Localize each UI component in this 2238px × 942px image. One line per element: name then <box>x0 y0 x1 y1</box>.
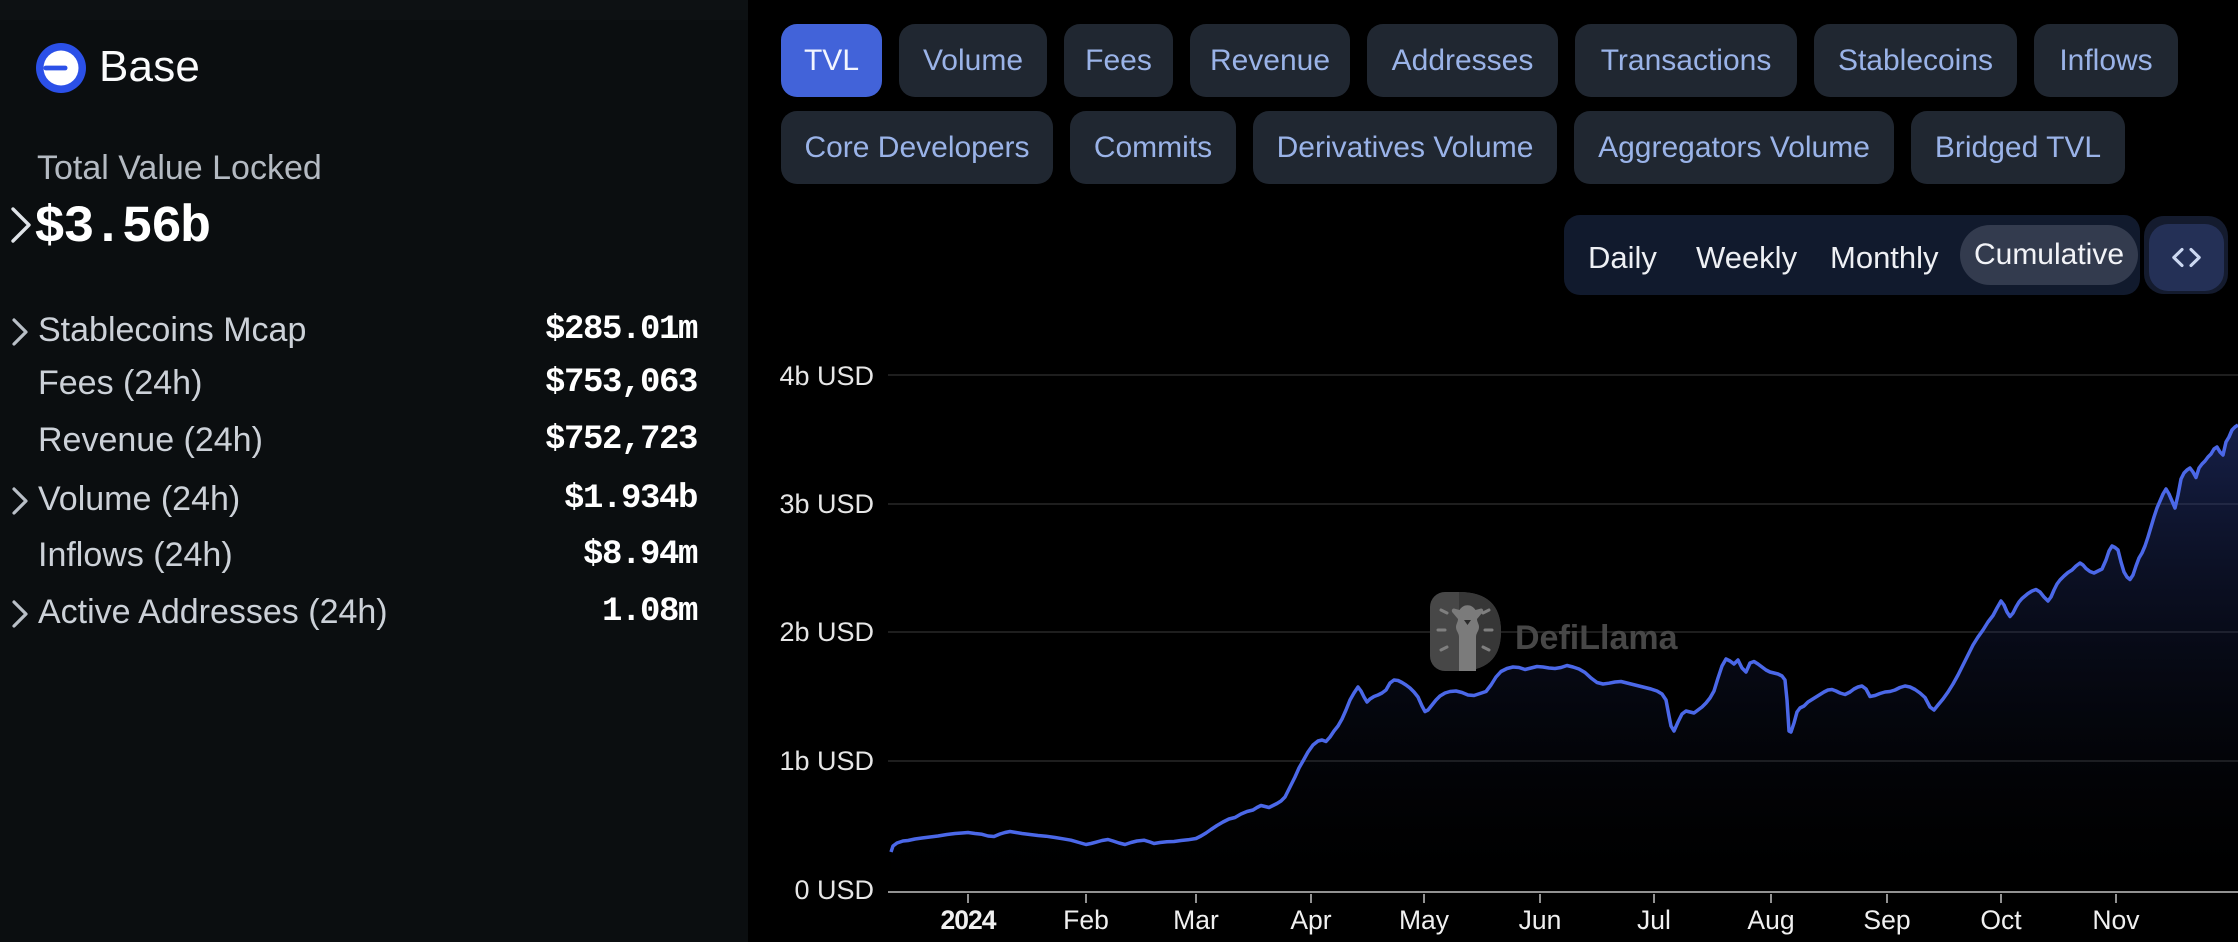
svg-text:DefiLlama: DefiLlama <box>1515 619 1679 657</box>
